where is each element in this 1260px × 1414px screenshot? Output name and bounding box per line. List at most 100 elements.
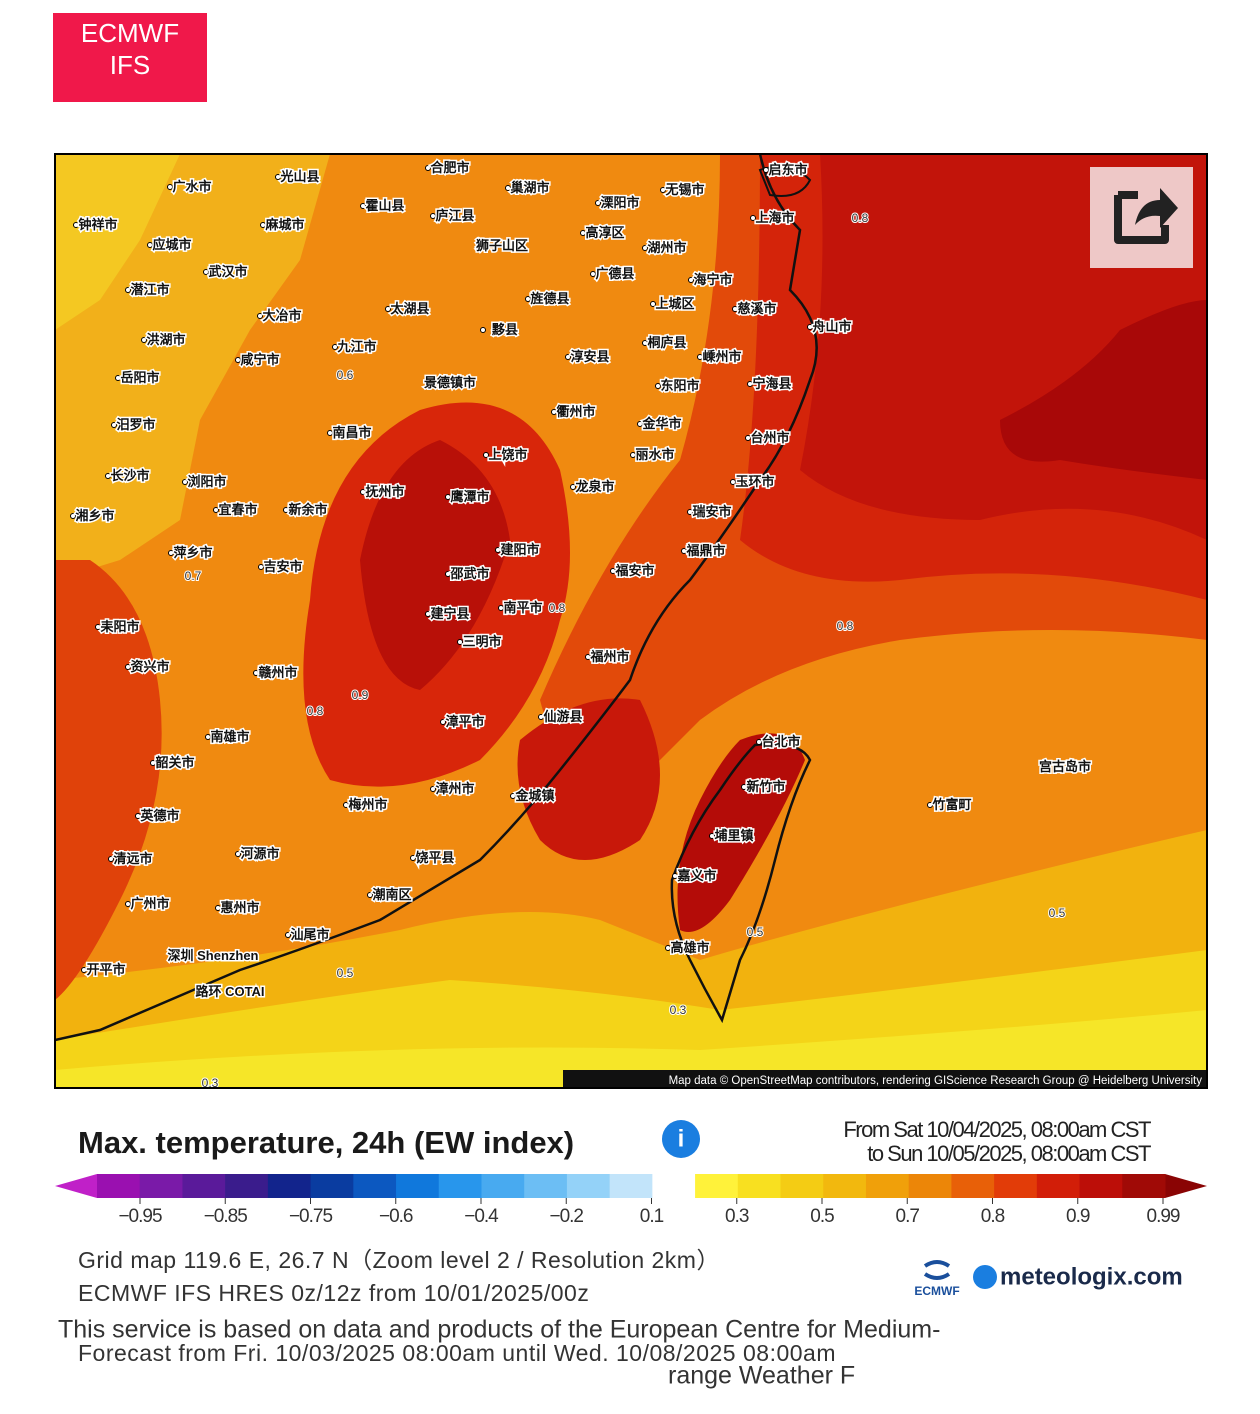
city-dot xyxy=(235,851,241,857)
city-label: 启东市 xyxy=(768,162,807,177)
colorbar-segment xyxy=(823,1174,867,1198)
city-dot xyxy=(147,242,153,248)
info-icon: i xyxy=(678,1125,685,1152)
colorbar-segment xyxy=(353,1174,397,1198)
contour-label: 0.6 xyxy=(337,368,354,382)
ecmwf-logo xyxy=(923,1260,951,1280)
city-label: 浏阳市 xyxy=(187,474,226,489)
colorbar-segment xyxy=(994,1174,1038,1198)
colorbar-end xyxy=(1165,1174,1207,1198)
contour-label: 0.8 xyxy=(549,601,566,615)
colorbar-label: 0.3 xyxy=(725,1206,749,1227)
city-label: 吉安市 xyxy=(263,559,302,574)
city-label: 竹富町 xyxy=(931,797,971,812)
city-dot xyxy=(168,550,174,556)
meteologix-logo xyxy=(973,1265,997,1289)
city-dot xyxy=(205,989,211,995)
city-dot xyxy=(425,165,431,171)
city-label: 潮南区 xyxy=(372,887,411,902)
share-button[interactable] xyxy=(1090,167,1193,268)
city-dot xyxy=(732,306,738,312)
city-dot xyxy=(655,383,661,389)
city-label: 福州市 xyxy=(589,649,629,664)
city-dot xyxy=(70,513,76,519)
city-label: 淳安县 xyxy=(570,349,609,364)
city-dot xyxy=(665,945,671,951)
city-dot xyxy=(642,340,648,346)
city-label: 嘉义市 xyxy=(676,868,716,883)
city-label: 瑞安市 xyxy=(692,504,731,519)
city-dot xyxy=(125,901,131,907)
city-label: 新竹市 xyxy=(746,779,785,794)
city-dot xyxy=(747,381,753,387)
city-dot xyxy=(135,813,141,819)
city-label: 耒阳市 xyxy=(99,619,139,634)
date-to: to Sun 10/05/2025, 08:00am CST xyxy=(867,1141,1151,1166)
colorbar-label: −0.6 xyxy=(379,1206,413,1227)
info-line: range Weather F xyxy=(668,1362,855,1390)
colorbar-segment xyxy=(267,1174,312,1198)
city-dot xyxy=(445,494,451,500)
city-label: 武汉市 xyxy=(208,264,247,279)
info-button[interactable] xyxy=(662,1120,700,1158)
colorbar-segment xyxy=(865,1174,910,1198)
city-label: 庐江县 xyxy=(435,208,474,223)
colorbar-segment xyxy=(310,1174,354,1198)
colorbar-label: −0.85 xyxy=(204,1206,248,1227)
city-label: 慈溪市 xyxy=(737,301,776,316)
city-dot xyxy=(745,435,751,441)
city-label: 旌德县 xyxy=(530,291,569,306)
city-dot xyxy=(73,222,79,228)
city-dot xyxy=(505,185,511,191)
city-dot xyxy=(477,243,483,249)
city-label: 丽水市 xyxy=(635,447,674,462)
colorbar-label: −0.75 xyxy=(289,1206,333,1227)
city-dot xyxy=(125,287,131,293)
city-dot xyxy=(688,277,694,283)
contour-label: 0.8 xyxy=(837,619,854,633)
city-label: 广德县 xyxy=(595,266,634,281)
contour-label: 0.7 xyxy=(185,569,202,583)
city-label: 巢湖市 xyxy=(509,180,549,195)
colorbar-segment xyxy=(225,1174,269,1198)
colorbar-segment xyxy=(737,1174,782,1198)
city-label: 嵊州市 xyxy=(702,349,741,364)
city-label: 汕尾市 xyxy=(290,927,329,942)
city-dot xyxy=(709,833,715,839)
city-dot xyxy=(551,409,557,415)
city-label: 台北市 xyxy=(761,734,800,749)
city-dot xyxy=(430,786,436,792)
city-dot xyxy=(590,271,596,277)
city-dot xyxy=(425,380,431,386)
legend-title: Max. temperature, 24h (EW index) xyxy=(78,1125,574,1160)
city-dot xyxy=(570,484,576,490)
city-dot xyxy=(167,184,173,190)
city-dot xyxy=(756,739,762,745)
city-label: 抚州市 xyxy=(365,484,404,499)
colorbar-segment xyxy=(438,1174,482,1198)
city-dot xyxy=(410,855,416,861)
city-label: 光山县 xyxy=(279,169,319,184)
city-label: 岳阳市 xyxy=(120,370,159,385)
city-dot xyxy=(203,269,209,275)
city-dot xyxy=(927,802,933,808)
city-label: 上海市 xyxy=(755,210,794,225)
city-label: 长沙市 xyxy=(110,468,149,483)
city-dot xyxy=(595,200,601,206)
city-label: 路环 COTAI xyxy=(195,984,264,999)
contour-label: 0.9 xyxy=(352,688,369,702)
city-label: 建阳市 xyxy=(500,542,539,557)
city-label: 埔里镇 xyxy=(714,828,753,843)
colorbar-segment xyxy=(1036,1174,1081,1198)
city-dot xyxy=(81,967,87,973)
colorbar-end xyxy=(55,1174,97,1198)
colorbar-label: 0.7 xyxy=(896,1206,920,1227)
contour-label: 0.5 xyxy=(747,925,764,939)
city-dot xyxy=(111,422,117,428)
city-dot xyxy=(215,905,221,911)
city-dot xyxy=(637,421,643,427)
city-dot xyxy=(425,611,431,617)
city-dot xyxy=(498,605,504,611)
city-label: 金华市 xyxy=(641,416,681,431)
